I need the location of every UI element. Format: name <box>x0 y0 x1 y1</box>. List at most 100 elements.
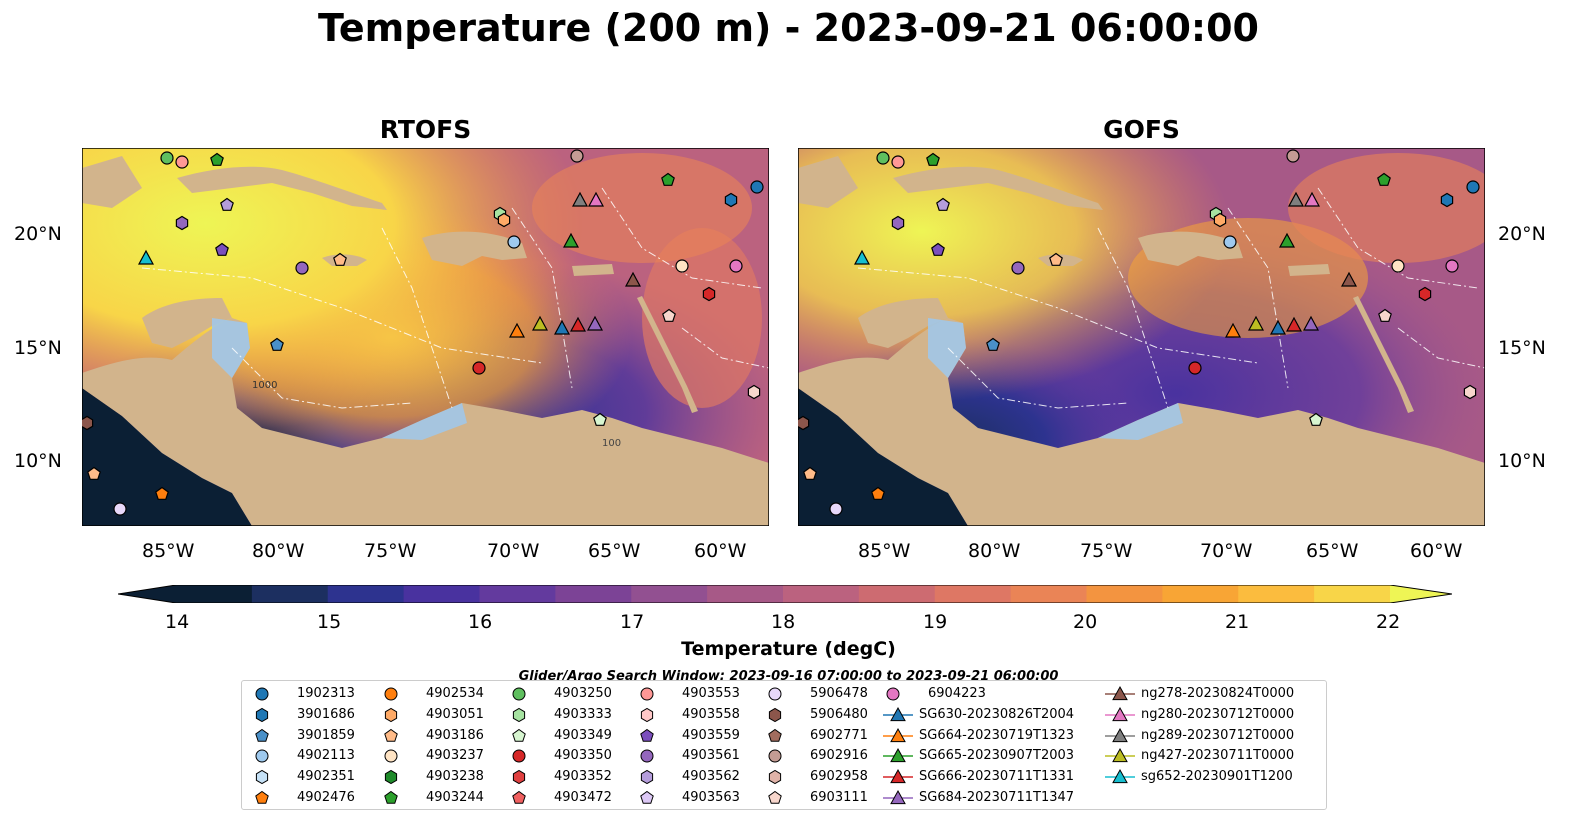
triangle-marker <box>586 315 604 331</box>
legend-label: 4902534 <box>426 686 484 701</box>
triangle-marker <box>1303 191 1321 207</box>
lat-tick-15-right: 15°N <box>1498 337 1546 359</box>
hexagon-marker-icon <box>768 770 782 785</box>
legend-label: 4903559 <box>682 727 740 743</box>
legend-label: 4903244 <box>426 790 484 805</box>
hexagon-marker <box>497 212 511 228</box>
pentagon-marker-icon <box>255 790 269 804</box>
pentagon-marker <box>931 242 945 256</box>
circle-marker-icon <box>255 749 269 763</box>
legend-label: SG664-20230719T1323 <box>919 727 1075 743</box>
legend-label: 4903238 <box>426 769 484 785</box>
pentagon-marker <box>1377 172 1391 186</box>
pentagon-marker-icon <box>512 728 526 742</box>
triangle-marker <box>1285 316 1303 332</box>
pentagon-marker <box>986 337 1000 351</box>
triangle-marker <box>1247 315 1265 331</box>
triangle-marker-icon <box>883 706 913 721</box>
hexagon-marker <box>175 215 189 231</box>
colorbar-segment <box>555 585 632 603</box>
colorbar-segment <box>1086 585 1163 603</box>
contour-label-1000: 1000 <box>252 380 277 391</box>
circle-marker <box>891 155 905 169</box>
colorbar-tick-18: 18 <box>771 611 796 633</box>
pentagon-marker <box>936 197 950 211</box>
triangle-marker <box>1287 191 1305 207</box>
lat-tick-20-right: 20°N <box>1498 223 1546 245</box>
circle-marker-icon <box>384 687 398 701</box>
circle-marker <box>1011 261 1025 275</box>
colorbar-segment <box>479 585 556 603</box>
circle-marker <box>675 259 689 273</box>
circle-marker <box>829 502 843 516</box>
colorbar-tick-22: 22 <box>1376 611 1401 633</box>
circle-marker <box>113 502 127 516</box>
lon-tick-70-left: 70°W <box>487 540 540 562</box>
circle-marker-icon <box>768 749 782 763</box>
circle-marker <box>295 261 309 275</box>
triangle-marker <box>508 322 526 338</box>
lat-tick-10-left: 10°N <box>14 450 62 472</box>
hexagon-marker <box>82 415 94 431</box>
contour-label-100: 100 <box>602 438 621 449</box>
triangle-marker <box>1269 319 1287 335</box>
lon-tick-80-left: 80°W <box>252 540 305 562</box>
pentagon-marker <box>593 412 607 426</box>
colorbar-segment <box>176 585 253 603</box>
hexagon-marker <box>1213 212 1227 228</box>
colorbar-extend-min <box>118 585 176 603</box>
triangle-marker-icon <box>883 748 913 763</box>
pentagon-marker <box>270 337 284 351</box>
pentagon-marker <box>210 152 224 166</box>
triangle-marker <box>531 315 549 331</box>
triangle-marker-icon <box>1105 685 1135 701</box>
pentagon-marker <box>662 308 676 322</box>
panel-title-rtofs: RTOFS <box>379 115 472 144</box>
legend-label: 6902916 <box>810 748 868 764</box>
lon-tick-80-right: 80°W <box>968 540 1021 562</box>
colorbar-tick-15: 15 <box>317 611 342 633</box>
pentagon-marker-icon <box>512 790 526 804</box>
colorbar-tick-19: 19 <box>923 611 948 633</box>
hexagon-marker <box>747 384 761 400</box>
colorbar-tick-20: 20 <box>1073 611 1098 633</box>
hexagon-marker <box>1418 286 1432 302</box>
circle-marker <box>175 155 189 169</box>
legend-label: SG665-20230907T2003 <box>919 748 1075 764</box>
colorbar-segment <box>783 585 860 603</box>
legend-label: 4903237 <box>426 748 484 764</box>
legend-label: 4903051 <box>426 706 484 722</box>
legend-label: 4902113 <box>297 748 355 764</box>
triangle-marker-icon <box>883 727 913 742</box>
pentagon-marker <box>1049 252 1063 266</box>
triangle-marker <box>571 191 589 207</box>
legend-label: 4903563 <box>682 790 740 805</box>
hexagon-marker <box>1463 384 1477 400</box>
pentagon-marker <box>803 466 817 480</box>
hexagon-marker <box>798 415 810 431</box>
pentagon-marker <box>87 466 101 480</box>
rtofs-map: 1000 100 <box>82 148 769 526</box>
circle-marker <box>472 361 486 375</box>
hexagon-marker-icon <box>512 707 526 722</box>
circle-marker <box>1466 180 1480 194</box>
legend-label: 5906480 <box>810 706 868 722</box>
legend-label: sg652-20230901T1200 <box>1141 769 1293 785</box>
circle-marker <box>1223 235 1237 249</box>
colorbar-segment <box>327 585 405 603</box>
triangle-marker <box>137 249 155 265</box>
legend-label: SG666-20230711T1331 <box>919 769 1075 785</box>
pentagon-marker-icon <box>640 728 654 742</box>
pentagon-marker <box>155 486 169 500</box>
lat-tick-20-left: 20°N <box>14 223 62 245</box>
triangle-marker-icon <box>883 769 913 784</box>
circle-marker <box>1445 259 1459 273</box>
figure-title: Temperature (200 m) - 2023-09-21 06:00:0… <box>317 6 1259 50</box>
triangle-marker-icon <box>1105 727 1135 742</box>
triangle-marker <box>1340 271 1358 287</box>
triangle-marker-icon <box>1105 748 1135 763</box>
circle-marker <box>729 259 743 273</box>
colorbar-segment <box>631 585 708 603</box>
hexagon-marker <box>1440 192 1454 208</box>
legend-label: 5906478 <box>810 686 868 701</box>
